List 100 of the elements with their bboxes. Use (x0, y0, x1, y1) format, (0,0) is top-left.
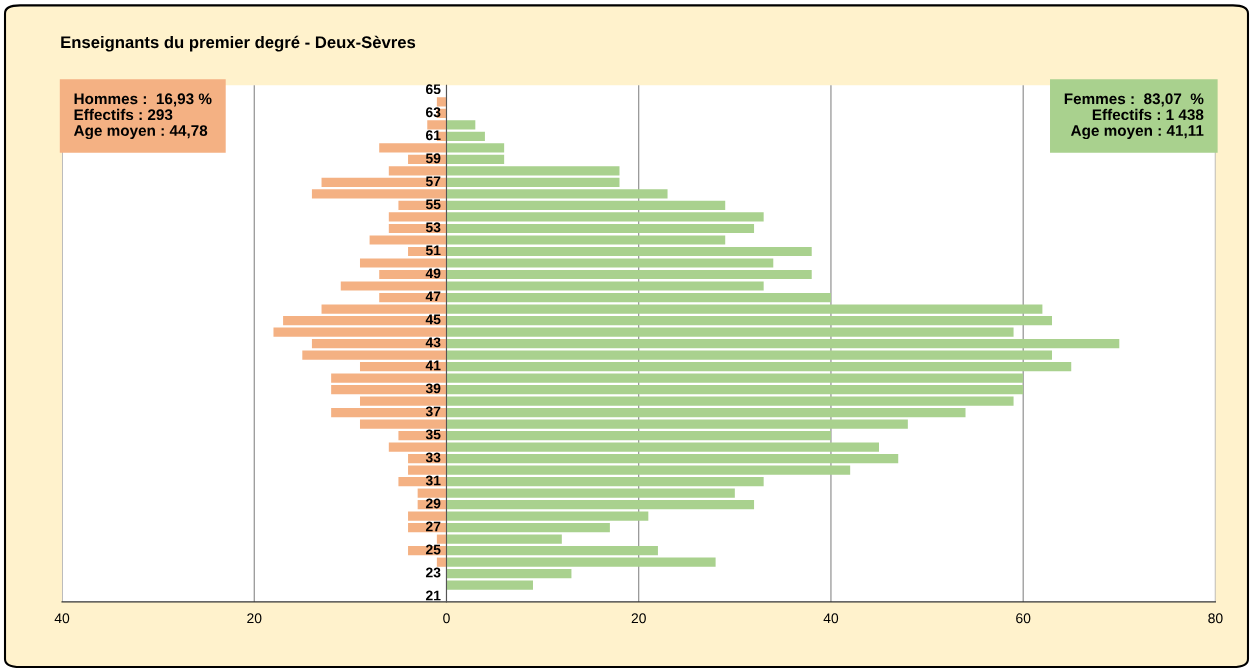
chart-title: Enseignants du premier degré - Deux-Sèvres (61, 35, 416, 52)
y-tick-label: 49 (425, 268, 441, 279)
bar (408, 511, 447, 521)
y-tick-label: 39 (425, 383, 441, 394)
bar (446, 166, 620, 176)
bar (359, 258, 447, 268)
y-tick-label: 23 (425, 567, 441, 578)
bar (273, 327, 447, 337)
bar (321, 304, 447, 314)
y-tick-label: 47 (425, 291, 441, 302)
bar (436, 534, 447, 544)
bar (359, 396, 447, 406)
bar (446, 465, 851, 475)
y-tick-label: 21 (425, 590, 441, 601)
y-tick-label: 25 (425, 544, 441, 555)
bar (388, 166, 447, 176)
bar (446, 477, 764, 487)
x-tick-label: 20 (631, 613, 646, 624)
bar (446, 350, 1053, 360)
y-tick-label: 51 (425, 245, 441, 256)
bar (311, 338, 447, 349)
bar (340, 281, 447, 291)
bar (446, 557, 716, 567)
bar (446, 235, 726, 245)
bar (359, 419, 447, 429)
bar (446, 546, 658, 556)
bar (321, 177, 447, 188)
bar (427, 120, 447, 130)
x-tick-label: 20 (247, 613, 262, 624)
y-tick-label: 61 (425, 130, 441, 141)
y-tick-label: 65 (425, 84, 441, 95)
bar (446, 534, 562, 544)
bar (446, 258, 774, 268)
x-tick-label: 0 (443, 613, 450, 624)
bar (302, 350, 447, 360)
y-tick-label: 57 (425, 176, 441, 187)
annotation: Hommes : 16,93 % Effectifs : 293 Age moyen : 44,78 (73, 93, 212, 140)
bar (446, 304, 1043, 314)
bar (446, 384, 1024, 395)
bar (446, 361, 1072, 372)
x-tick-label: 80 (1208, 613, 1223, 624)
bar (446, 281, 764, 291)
bar (283, 315, 447, 326)
bar (446, 154, 505, 165)
bar (446, 419, 908, 429)
y-tick-label: 55 (425, 199, 441, 210)
bar (446, 454, 899, 464)
y-tick-label: 27 (425, 521, 441, 532)
y-tick-label: 35 (425, 429, 441, 440)
bar (417, 488, 447, 498)
bar (446, 189, 668, 199)
x-tick-label: 40 (54, 613, 70, 624)
bar (331, 373, 447, 383)
bar (446, 120, 476, 130)
bar (359, 361, 447, 372)
y-tick-label: 29 (425, 498, 441, 509)
bar (446, 373, 1024, 383)
bar (379, 292, 447, 303)
y-tick-label: 63 (425, 107, 441, 118)
bar (446, 269, 812, 280)
bar (446, 500, 755, 510)
bar (446, 338, 1120, 349)
bar (311, 189, 447, 199)
bar (369, 235, 447, 245)
y-tick-label: 33 (425, 452, 441, 463)
bar (388, 212, 447, 222)
bar (436, 97, 447, 107)
y-tick-label: 31 (425, 475, 441, 486)
bar (446, 407, 966, 418)
y-tick-label: 41 (425, 360, 441, 371)
bar (446, 292, 831, 303)
bar (446, 431, 831, 441)
bar (446, 396, 1014, 406)
y-tick-label: 37 (425, 406, 441, 417)
bar (446, 569, 572, 579)
x-tick-label: 40 (823, 613, 839, 624)
x-tick-label: 60 (1016, 613, 1031, 624)
bar (446, 246, 812, 257)
bar (446, 177, 620, 188)
bar (446, 315, 1053, 326)
bar (446, 523, 610, 533)
bar (446, 580, 533, 590)
bar (446, 327, 1014, 337)
y-tick-label: 59 (425, 153, 441, 164)
bar (446, 212, 764, 222)
y-tick-label: 53 (425, 222, 441, 233)
bar (331, 384, 447, 395)
annotation: Femmes : 83,07 % Effectifs : 1 438 Age moyen : 41,11 (1064, 93, 1204, 140)
y-tick-label: 43 (425, 337, 441, 348)
bar (446, 511, 649, 521)
y-tick-label: 45 (425, 314, 441, 325)
bar (446, 442, 880, 452)
bar (436, 557, 447, 567)
bar (446, 200, 726, 211)
bar (446, 143, 505, 153)
bar (446, 488, 735, 498)
bar (388, 442, 447, 452)
bar (408, 465, 447, 475)
bar (446, 223, 755, 234)
bar (446, 131, 485, 142)
